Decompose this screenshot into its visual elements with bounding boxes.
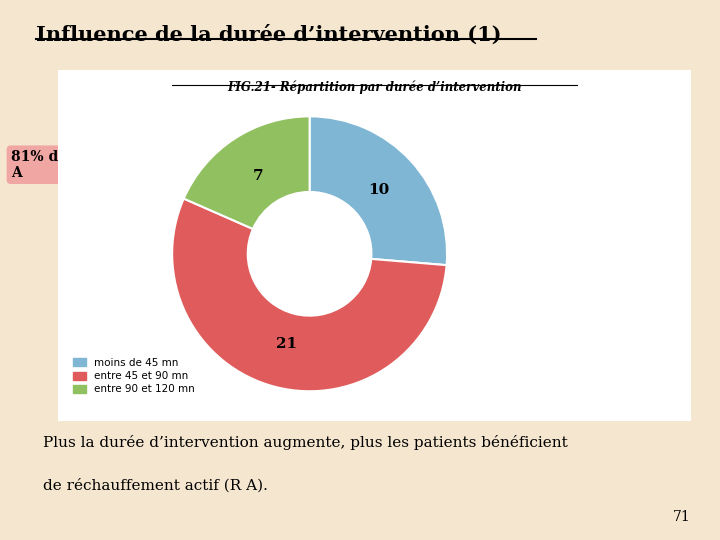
Text: 10: 10	[368, 184, 389, 198]
Text: de réchauffement actif (R A).: de réchauffement actif (R A).	[43, 478, 268, 492]
Text: 7: 7	[253, 168, 264, 183]
Legend: moins de 45 mn, entre 45 et 90 mn, entre 90 et 120 mn: moins de 45 mn, entre 45 et 90 mn, entre…	[69, 354, 199, 399]
Wedge shape	[184, 116, 310, 229]
Text: 81% des patients avec R
A: 81% des patients avec R A	[11, 150, 199, 180]
Wedge shape	[310, 116, 447, 265]
Text: Influence de la durée d’intervention (1): Influence de la durée d’intervention (1)	[36, 24, 502, 44]
Text: FIG.21- Répartition par durée d’intervention: FIG.21- Répartition par durée d’interven…	[227, 80, 522, 94]
Wedge shape	[172, 199, 446, 392]
Text: 20% des patients avec
réchauffement actif (R A): 20% des patients avec réchauffement acti…	[432, 231, 632, 261]
Text: Plus la durée d’intervention augmente, plus les patients bénéficient: Plus la durée d’intervention augmente, p…	[43, 435, 568, 450]
Text: 71: 71	[673, 510, 691, 524]
Text: 100% des patients avec R
A: 100% des patients avec R A	[432, 128, 630, 158]
Text: 21: 21	[276, 338, 297, 352]
